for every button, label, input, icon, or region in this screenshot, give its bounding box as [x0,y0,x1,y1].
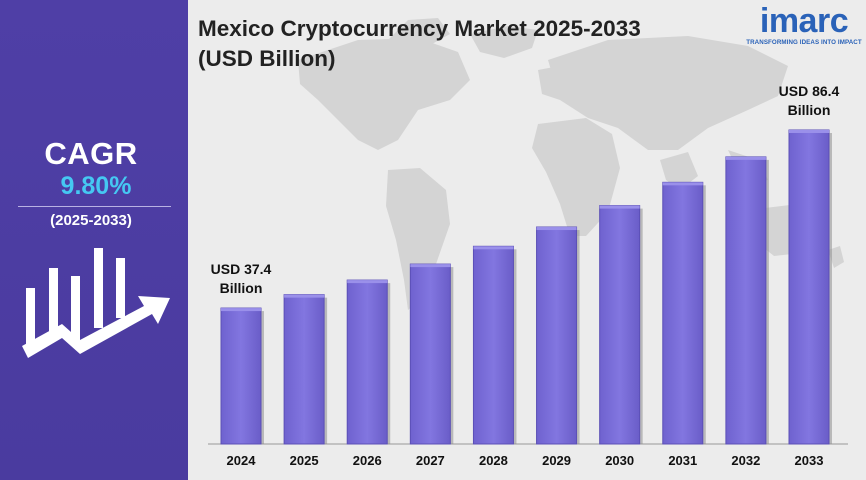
growth-chart-arrow-icon [22,248,170,358]
chart-title-line2: (USD Billion) [198,46,336,71]
x-tick-label: 2030 [605,453,634,468]
bar-2028 [472,245,517,445]
bar-2031 [662,181,706,445]
chart-title: Mexico Cryptocurrency Market 2025-2033 (… [198,14,738,74]
x-tick-label: 2024 [227,453,257,468]
annotation-unit: Billion [788,102,831,118]
annotation-value: USD 37.4 [211,261,272,277]
bar-2033 [788,129,832,445]
value-annotation-2033: USD 86.4 Billion [779,83,840,118]
cagr-period: (2025-2033) [50,212,132,229]
chart-area: Mexico Cryptocurrency Market 2025-2033 (… [188,0,866,480]
x-tick-label: 2027 [416,453,445,468]
annotation-value: USD 86.4 [779,83,840,99]
cagr-panel: CAGR 9.80% (2025-2033) [0,0,188,480]
cagr-label: CAGR [44,136,138,171]
logo-tagline: TRANSFORMING IDEAS INTO IMPACT [746,39,862,46]
x-tick-label: 2026 [353,453,382,468]
x-tick-label: 2028 [479,453,508,468]
bar-2025 [283,294,328,445]
chart-title-line1: Mexico Cryptocurrency Market 2025-2033 [198,16,641,41]
value-annotation-2024: USD 37.4 Billion [211,261,272,296]
x-tick-label: 2032 [731,453,760,468]
x-tick-label: 2031 [668,453,697,468]
cagr-value: 9.80% [60,172,132,200]
imarc-logo: imarc TRANSFORMING IDEAS INTO IMPACT [744,2,864,46]
bar-2026 [346,279,391,445]
divider [18,206,171,207]
bar-2032 [725,156,769,445]
x-tick-label: 2025 [290,453,319,468]
x-tick-label: 2029 [542,453,571,468]
bar-chart: 2024 2025 2026 2027 2028 2029 2030 2031 2032 2033… [208,83,848,468]
bar-2027 [409,263,454,445]
bar-2030 [599,205,643,445]
bar-2029 [536,226,580,445]
x-tick-label: 2033 [795,453,824,468]
bar-2024 [220,307,264,445]
logo-wordmark: imarc [759,2,849,40]
annotation-unit: Billion [220,280,263,296]
